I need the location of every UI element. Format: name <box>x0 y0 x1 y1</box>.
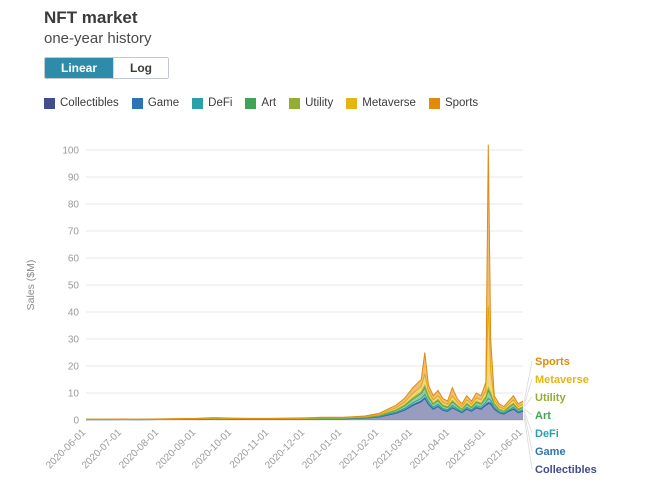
legend-label: Utility <box>305 97 334 109</box>
y-tick-label: 80 <box>68 200 80 211</box>
label-leader-line <box>523 408 533 416</box>
y-axis-title: Sales ($M) <box>25 260 37 311</box>
page-title: NFT market <box>44 8 138 27</box>
page-subtitle: one-year history <box>44 30 152 47</box>
linear-button[interactable]: Linear <box>45 58 114 79</box>
right-label-utility: Utility <box>535 392 566 404</box>
legend-item-collectibles[interactable]: Collectibles <box>44 97 119 109</box>
label-leader-line <box>523 410 533 434</box>
legend-item-game[interactable]: Game <box>131 97 180 109</box>
legend-swatch <box>346 97 358 109</box>
right-label-defi: DeFi <box>535 428 559 440</box>
legend-label: Game <box>147 97 180 109</box>
legend-item-defi[interactable]: DeFi <box>192 97 232 109</box>
label-leader-line <box>523 378 533 406</box>
label-leader-line <box>523 411 533 452</box>
right-label-collectibles: Collectibles <box>535 464 597 476</box>
legend-item-metaverse[interactable]: Metaverse <box>346 97 416 109</box>
legend-label: Metaverse <box>362 97 416 109</box>
y-tick-label: 40 <box>68 308 80 319</box>
area-collectibles <box>86 398 523 420</box>
area-sports <box>86 144 523 420</box>
right-label-metaverse: Metaverse <box>535 374 589 386</box>
x-tick-label: 2020-10-01 <box>190 427 234 471</box>
right-label-game: Game <box>535 446 566 458</box>
y-tick-label: 60 <box>68 254 80 265</box>
legend-label: DeFi <box>208 97 233 109</box>
area-edge-sports <box>86 144 524 420</box>
y-tick-label: 0 <box>73 416 79 427</box>
y-tick-label: 20 <box>68 362 80 373</box>
legend-swatch <box>44 97 55 109</box>
label-leader-line <box>523 396 533 408</box>
legend-item-art[interactable]: Art <box>245 97 276 109</box>
y-tick-label: 100 <box>62 146 79 157</box>
y-tick-label: 90 <box>68 173 80 184</box>
log-button[interactable]: Log <box>113 58 169 79</box>
right-label-art: Art <box>535 410 551 422</box>
legend: Collectibles Game DeFi Art Utility Metaverse S… <box>44 97 478 109</box>
legend-item-sports[interactable]: Sports <box>428 97 479 109</box>
right-label-sports: Sports <box>535 356 570 368</box>
scale-toggle: Linear Log <box>44 57 170 80</box>
legend-swatch <box>428 97 440 109</box>
legend-label: Sports <box>444 97 479 109</box>
legend-swatch <box>245 97 257 109</box>
y-tick-label: 50 <box>68 281 80 292</box>
area-utility <box>86 385 523 420</box>
legend-label: Collectibles <box>60 97 119 109</box>
label-leader-line <box>523 415 533 470</box>
y-tick-label: 10 <box>68 389 80 400</box>
y-tick-label: 30 <box>68 335 80 346</box>
y-tick-label: 70 <box>68 227 80 238</box>
legend-swatch <box>131 97 143 109</box>
area-defi <box>86 394 523 420</box>
legend-swatch <box>192 97 204 109</box>
legend-item-utility[interactable]: Utility <box>289 97 333 109</box>
x-tick-label: 2021-06-01 <box>481 427 525 471</box>
legend-label: Art <box>261 97 277 109</box>
area-art <box>86 387 523 420</box>
legend-swatch <box>289 97 301 109</box>
label-leader-line <box>523 360 533 403</box>
